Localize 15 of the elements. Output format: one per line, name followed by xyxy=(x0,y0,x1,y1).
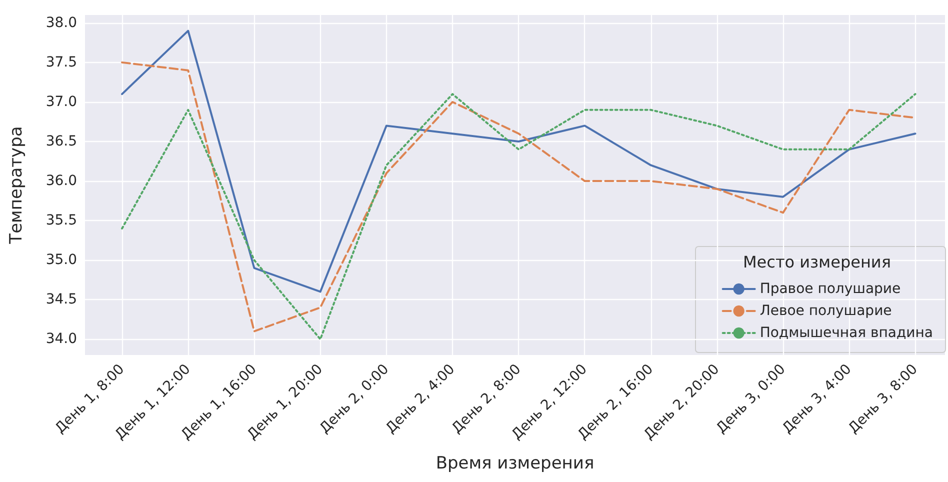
y-tick-label: 38.0 xyxy=(46,14,77,31)
y-tick-label: 36.0 xyxy=(46,173,77,190)
y-tick-label: 34.5 xyxy=(46,292,77,308)
y-tick-label: 36.5 xyxy=(46,134,77,150)
y-tick-label: 35.0 xyxy=(46,252,77,268)
y-tick-label: 37.0 xyxy=(46,94,77,110)
legend-title: Место измерения xyxy=(743,252,891,272)
legend-label: Правое полушарие xyxy=(760,281,901,297)
y-tick-label: 37.5 xyxy=(46,54,77,70)
legend-label: Левое полушарие xyxy=(760,303,892,319)
x-axis-title: Время измерения xyxy=(436,454,594,474)
legend-label: Подмышечная впадина xyxy=(760,325,934,341)
y-tick-label: 35.5 xyxy=(46,212,77,229)
y-tick-label: 34.0 xyxy=(46,331,77,348)
y-axis-title: Температура xyxy=(6,126,26,245)
